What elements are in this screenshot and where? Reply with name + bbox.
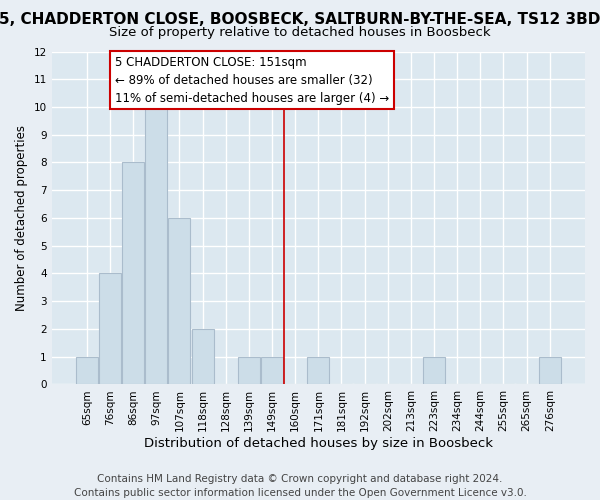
Bar	[145, 107, 167, 384]
Text: 5, CHADDERTON CLOSE, BOOSBECK, SALTBURN-BY-THE-SEA, TS12 3BD: 5, CHADDERTON CLOSE, BOOSBECK, SALTBURN-…	[0, 12, 600, 28]
Bar	[261, 356, 283, 384]
Bar	[99, 274, 121, 384]
Bar	[539, 356, 561, 384]
Y-axis label: Number of detached properties: Number of detached properties	[15, 125, 28, 311]
X-axis label: Distribution of detached houses by size in Boosbeck: Distribution of detached houses by size …	[144, 437, 493, 450]
Bar	[122, 162, 144, 384]
Bar	[191, 329, 214, 384]
Bar	[238, 356, 260, 384]
Text: 5 CHADDERTON CLOSE: 151sqm
← 89% of detached houses are smaller (32)
11% of semi: 5 CHADDERTON CLOSE: 151sqm ← 89% of deta…	[115, 56, 389, 104]
Bar	[76, 356, 98, 384]
Text: Size of property relative to detached houses in Boosbeck: Size of property relative to detached ho…	[109, 26, 491, 39]
Bar	[307, 356, 329, 384]
Bar	[169, 218, 190, 384]
Bar	[423, 356, 445, 384]
Text: Contains HM Land Registry data © Crown copyright and database right 2024.
Contai: Contains HM Land Registry data © Crown c…	[74, 474, 526, 498]
